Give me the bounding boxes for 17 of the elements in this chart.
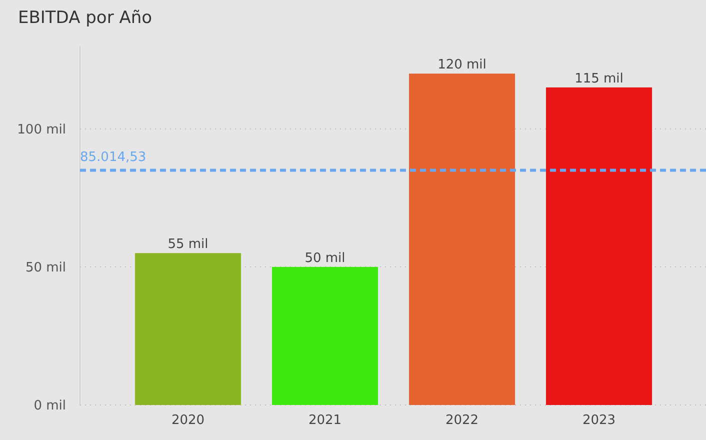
x-tick-label: 2022 (445, 413, 479, 428)
ref-line-label: 85.014,53 (80, 150, 146, 166)
data-label: 55 mil (168, 237, 208, 252)
data-label: 120 mil (438, 58, 486, 73)
bar (134, 253, 242, 405)
bar (546, 87, 652, 405)
data-label: 115 mil (574, 71, 624, 86)
y-tick-label: 100 mil (17, 122, 66, 138)
y-tick-label: 50 mil (25, 260, 66, 276)
data-label: 50 mil (304, 250, 346, 266)
x-tick-label: 2021 (308, 413, 342, 428)
y-tick-label: 0 mil (34, 398, 66, 414)
chart-title: EBITDA por Año (18, 8, 152, 28)
x-tick-label: 2023 (582, 413, 616, 428)
bar (272, 266, 378, 405)
bar (408, 74, 516, 405)
x-tick-label: 2020 (171, 413, 205, 428)
